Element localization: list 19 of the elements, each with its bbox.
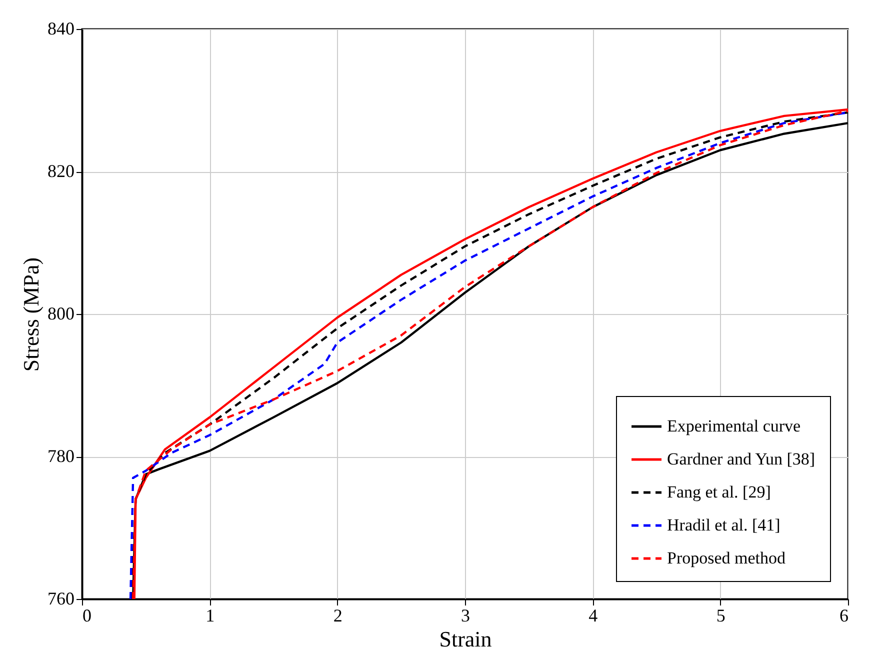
- y-tick-label: 760: [48, 588, 74, 608]
- x-tick-label: 6: [840, 606, 848, 626]
- x-tick-label: 0: [82, 606, 92, 626]
- x-tick-label: 4: [588, 606, 598, 626]
- y-tick-label: 840: [48, 18, 74, 38]
- x-tick-label: 3: [461, 606, 470, 626]
- y-tick-label: 820: [48, 161, 74, 181]
- legend-label: Proposed method: [667, 548, 786, 568]
- legend-label: Hradil et al. [41]: [667, 516, 780, 534]
- x-tick-label: 2: [333, 606, 342, 626]
- x-axis-title: Strain: [439, 626, 492, 652]
- legend-label: Gardner and Yun [38]: [667, 450, 816, 468]
- x-tick-label: 1: [206, 606, 215, 626]
- legend-label: Fang et al. [29]: [667, 482, 771, 502]
- y-tick-label: 780: [48, 446, 74, 466]
- x-tick-label: 5: [716, 606, 726, 626]
- legend-label: Experimental curve: [667, 416, 801, 436]
- y-tick-label: 800: [48, 304, 74, 324]
- y-axis-title: Stress (MPa): [18, 257, 44, 372]
